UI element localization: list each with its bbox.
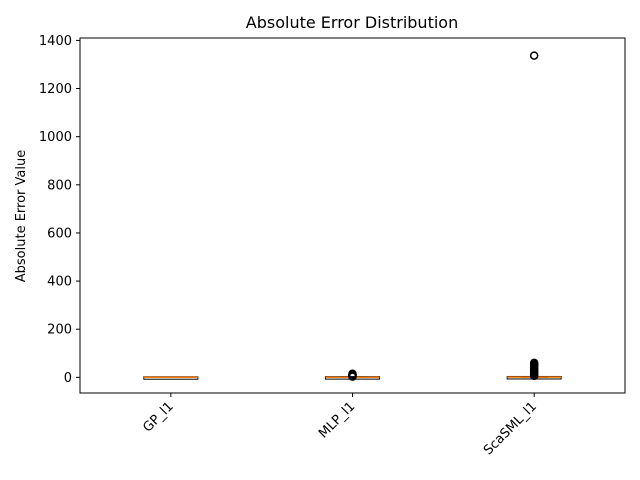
x-tick-label: ScaSML_l1	[481, 399, 540, 458]
y-tick-label: 400	[47, 275, 72, 290]
outlier-point	[529, 51, 539, 60]
y-tick-label: 1400	[39, 34, 72, 49]
y-tick-label: 600	[47, 226, 72, 241]
chart-marks: 0 200 400 600 800 1000 1200 1400 GP_l1 MLP_l1 ScaS…	[39, 34, 562, 458]
y-tick-label: 1200	[39, 82, 72, 97]
y-axis-title: Absolute Error Value	[14, 150, 29, 282]
y-tick-label: 1000	[39, 130, 72, 145]
chart-title: Absolute Error Distribution	[246, 13, 458, 32]
outlier-point	[348, 369, 357, 378]
y-tick-label: 0	[64, 371, 72, 386]
plot-area-frame	[79, 37, 626, 394]
x-tick-label: GP_l1	[140, 399, 176, 435]
y-tick-label: 800	[47, 178, 72, 193]
outlier-point	[529, 358, 539, 368]
y-tick-label: 200	[47, 323, 72, 338]
x-tick-label: MLP_l1	[316, 399, 358, 441]
